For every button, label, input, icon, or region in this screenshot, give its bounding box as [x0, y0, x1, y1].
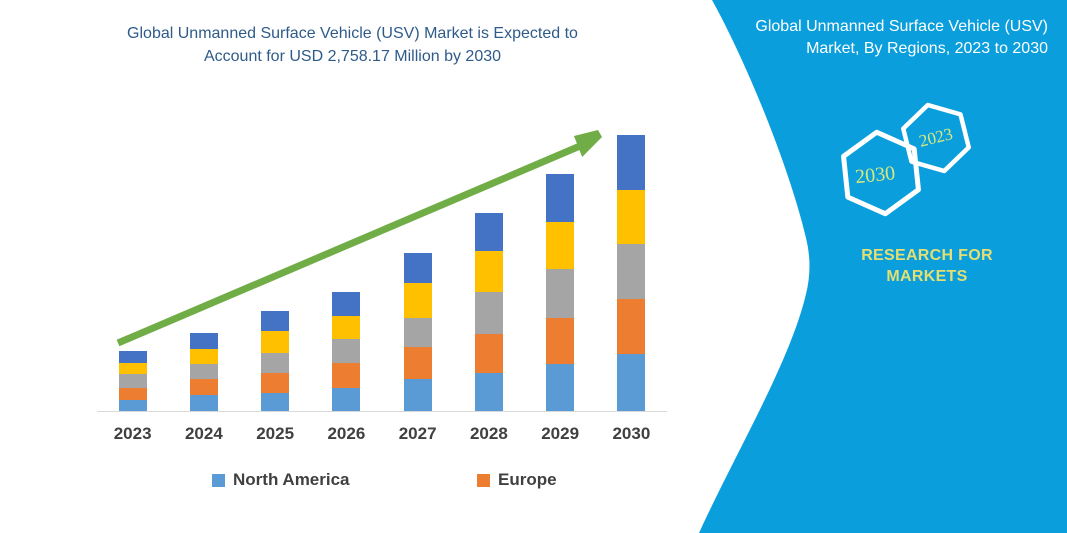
- legend-label-north-america: North America: [233, 470, 350, 489]
- bar-segment: [118, 374, 147, 388]
- bar-segment: [118, 362, 147, 375]
- brand-line2: MARKETS: [886, 268, 968, 285]
- bar-segment: [332, 362, 361, 388]
- bar-segment: [403, 379, 432, 411]
- chart-title-line1: Global Unmanned Surface Vehicle (USV) Ma…: [127, 25, 578, 42]
- chart-title: Global Unmanned Surface Vehicle (USV) Ma…: [30, 22, 675, 68]
- bar-segment: [474, 372, 503, 411]
- hexagon-2023: 2023: [901, 102, 971, 174]
- legend: North America Europe: [0, 470, 700, 494]
- bar-segment: [189, 378, 218, 396]
- bar-segment: [118, 351, 147, 363]
- bar-segment: [189, 395, 218, 411]
- bar-segment: [403, 347, 432, 380]
- hexagon-2030-label: 2030: [854, 162, 896, 188]
- bar-segment: [189, 363, 218, 379]
- bar-segment: [617, 244, 646, 300]
- x-axis-label: 2028: [469, 424, 508, 443]
- bar-segment: [118, 400, 147, 411]
- side-panel-title: Global Unmanned Surface Vehicle (USV) Ma…: [700, 16, 1048, 60]
- x-axis-label: 2029: [541, 424, 580, 443]
- bar-segment: [118, 387, 147, 400]
- bar-segment: [617, 299, 646, 355]
- x-axis-label: 2030: [612, 424, 651, 443]
- x-axis-label: 2027: [398, 424, 437, 443]
- x-axis-label: 2025: [256, 424, 295, 443]
- legend-label-europe: Europe: [498, 470, 557, 489]
- hexagon-2030: 2030: [841, 129, 921, 217]
- bar-segment: [332, 387, 361, 411]
- bar-segment: [261, 392, 290, 411]
- x-axis-line: [97, 411, 667, 412]
- bar-segment: [617, 354, 646, 411]
- legend-item-europe: Europe: [477, 470, 557, 490]
- brand-text: RESEARCH FOR MARKETS: [832, 245, 1022, 287]
- side-panel-title-line1: Global Unmanned Surface Vehicle (USV): [755, 18, 1048, 35]
- bar-segment: [617, 189, 646, 245]
- bar-segment: [261, 352, 290, 373]
- brand-line1: RESEARCH FOR: [861, 247, 993, 264]
- bar-segment: [261, 372, 290, 393]
- bar-segment: [546, 364, 575, 411]
- side-panel-title-line2: Market, By Regions, 2023 to 2030: [806, 40, 1048, 57]
- legend-item-north-america: North America: [212, 470, 350, 490]
- x-axis-label: 2023: [113, 424, 152, 443]
- bar-segment: [617, 135, 646, 190]
- legend-swatch-europe: [477, 473, 490, 487]
- legend-swatch-north-america: [212, 473, 225, 487]
- x-axis-label: 2026: [327, 424, 366, 443]
- bar-segment: [189, 348, 218, 364]
- chart-title-line2: Account for USD 2,758.17 Million by 2030: [203, 48, 502, 65]
- x-axis-label: 2024: [184, 424, 223, 443]
